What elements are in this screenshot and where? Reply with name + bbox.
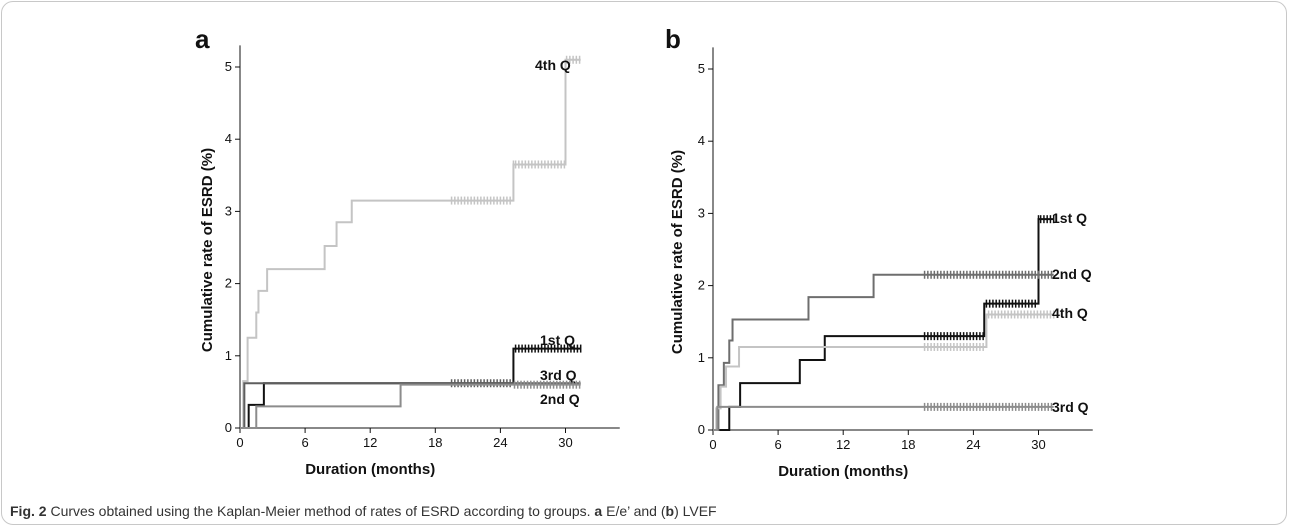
- y-axis-label: Cumulative rate of ESRD (%): [669, 150, 686, 354]
- y-tick-label: 1: [698, 350, 705, 365]
- figure-caption: Fig. 2 Curves obtained using the Kaplan-…: [10, 503, 717, 519]
- y-tick-label: 0: [698, 422, 705, 437]
- x-tick-label: 12: [836, 437, 850, 452]
- series-3rd-q: 3rd Q: [713, 399, 1089, 431]
- x-tick-label: 24: [493, 435, 507, 450]
- y-tick-label: 3: [225, 203, 232, 218]
- x-tick-label: 12: [363, 435, 377, 450]
- series-label: 2nd Q: [1052, 266, 1092, 282]
- x-tick-label: 30: [1031, 437, 1045, 452]
- series-line: [713, 405, 1054, 431]
- caption-text-2: E/e’ and (: [602, 503, 666, 519]
- series-line: [713, 218, 1054, 431]
- panel-letter: b: [665, 24, 681, 54]
- y-axis-label: Cumulative rate of ESRD (%): [199, 148, 216, 352]
- y-tick-label: 0: [225, 420, 232, 435]
- series-label: 2nd Q: [540, 391, 580, 407]
- x-tick-label: 30: [558, 435, 572, 450]
- series-line: [240, 383, 581, 429]
- series-4th-q: 4th Q: [713, 305, 1088, 431]
- caption-text-1: Curves obtained using the Kaplan-Meier m…: [46, 503, 595, 519]
- series-line: [713, 273, 1054, 431]
- series-label: 4th Q: [535, 57, 571, 73]
- series-line: [240, 347, 581, 429]
- x-tick-label: 6: [774, 437, 781, 452]
- x-axis-label: Duration (months): [778, 463, 908, 480]
- series-2nd-q: 2nd Q: [240, 380, 581, 429]
- caption-letter-b: b: [665, 503, 675, 519]
- x-tick-label: 24: [966, 437, 980, 452]
- x-axis-label: Duration (months): [305, 461, 435, 478]
- series-4th-q: 4th Q: [240, 55, 581, 429]
- caption-text-3: ) LVEF: [674, 503, 717, 519]
- series-label: 4th Q: [1052, 305, 1088, 321]
- series-label: 3rd Q: [1052, 399, 1089, 415]
- x-tick-label: 18: [901, 437, 915, 452]
- x-tick-label: 0: [709, 437, 716, 452]
- y-tick-label: 3: [698, 205, 705, 220]
- y-tick-label: 4: [698, 133, 705, 148]
- y-tick-label: 5: [225, 59, 232, 74]
- series-line: [240, 58, 581, 429]
- series-label: 3rd Q: [540, 367, 577, 383]
- series-line: [713, 313, 1054, 431]
- caption-fig-label: Fig. 2: [10, 503, 47, 519]
- x-tick-label: 0: [236, 435, 243, 450]
- y-tick-label: 2: [698, 278, 705, 293]
- y-tick-label: 4: [225, 131, 232, 146]
- series-label: 1st Q: [540, 332, 575, 348]
- x-tick-label: 18: [428, 435, 442, 450]
- y-tick-label: 1: [225, 348, 232, 363]
- series-1st-q: 1st Q: [240, 332, 582, 429]
- x-tick-label: 6: [301, 435, 308, 450]
- panel-letter: a: [195, 24, 210, 54]
- series-label: 1st Q: [1052, 210, 1087, 226]
- y-tick-label: 2: [225, 276, 232, 291]
- y-tick-label: 5: [698, 61, 705, 76]
- caption-letter-a: a: [594, 503, 603, 519]
- series-2nd-q: 2nd Q: [713, 266, 1092, 431]
- series-3rd-q: 3rd Q: [240, 367, 581, 429]
